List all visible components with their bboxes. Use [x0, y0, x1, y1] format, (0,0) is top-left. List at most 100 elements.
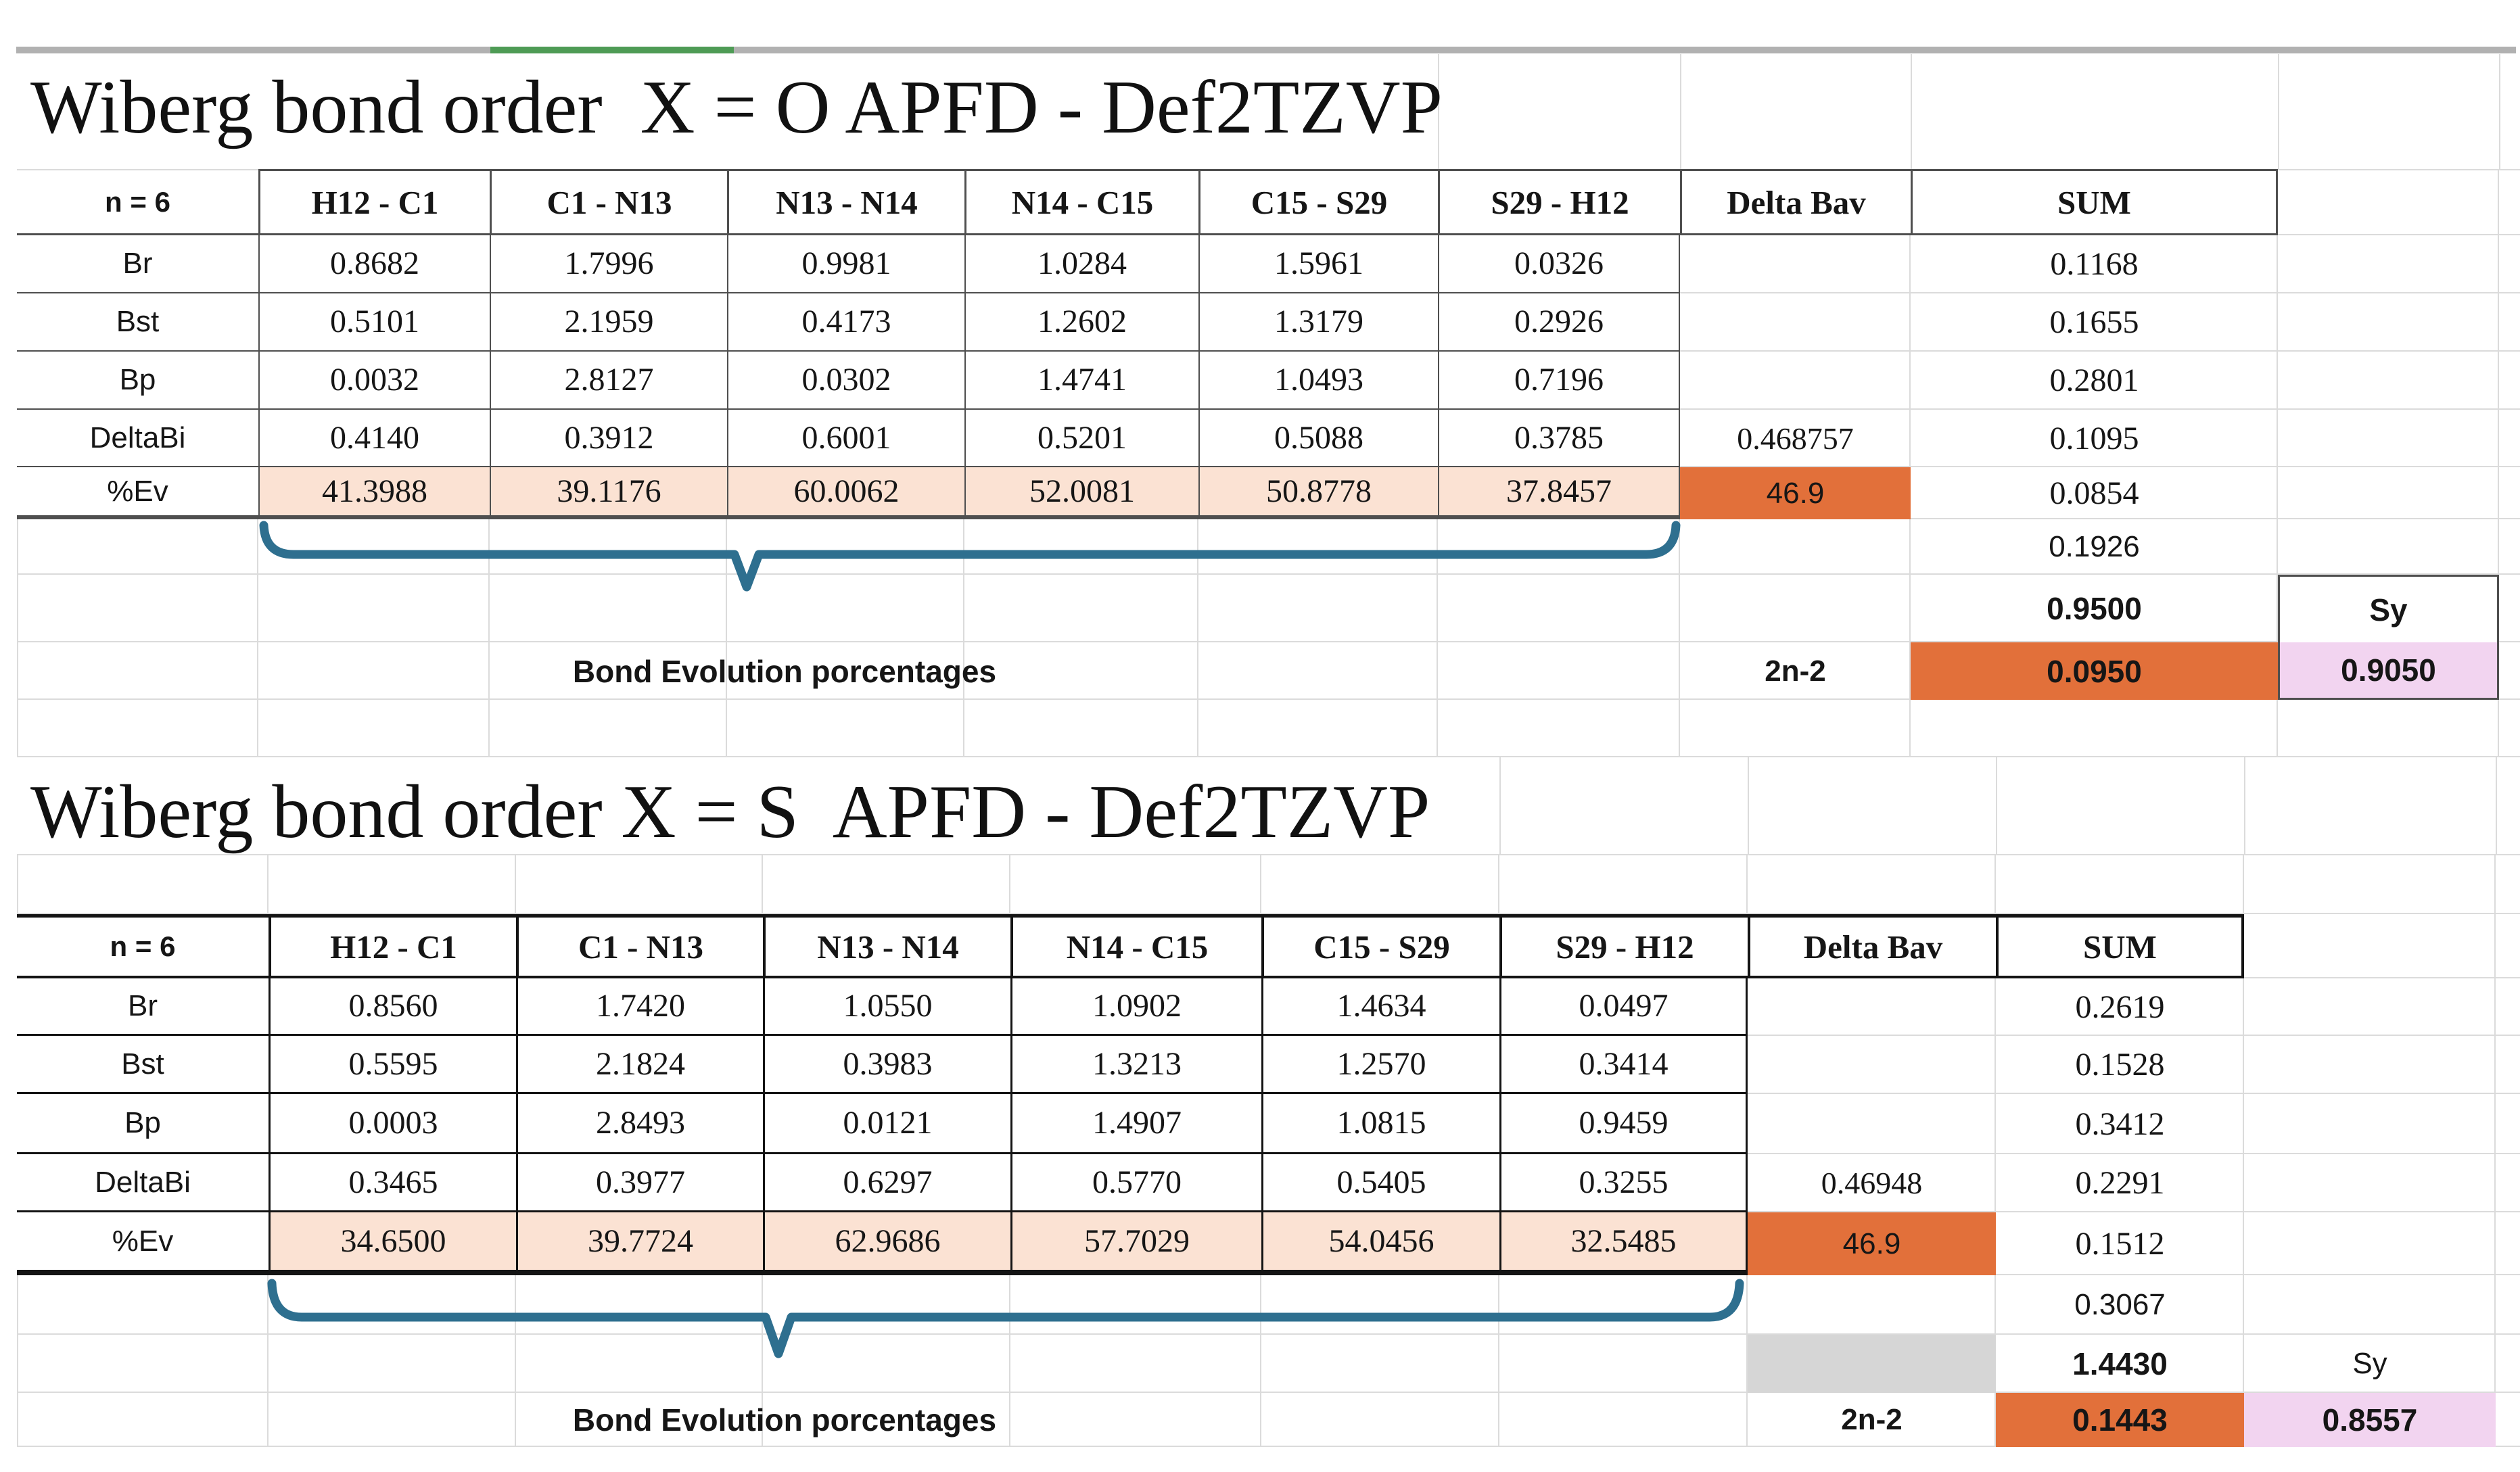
sum-value-Bst[interactable]: 0.1528	[2075, 1047, 2165, 1083]
value-cell-%Ev-5[interactable]: 54.0456	[1261, 1212, 1499, 1275]
value-cell-%Ev-3[interactable]: 62.9686	[763, 1212, 1010, 1275]
delta-bav-highlight[interactable]: 46.9	[1680, 467, 1911, 519]
header-cell-6[interactable]: S29 - H12	[1438, 169, 1680, 235]
sum-value-%Ev[interactable]: 0.1512	[2075, 1225, 2165, 1262]
formula-label[interactable]: 2n-2	[1841, 1403, 1903, 1436]
value-cell-DeltaBi-4[interactable]: 0.5770	[1010, 1154, 1261, 1212]
value-cell-Bst-6[interactable]: 0.2926	[1438, 293, 1680, 352]
value-cell-Br-6[interactable]: 0.0326	[1438, 235, 1680, 293]
value-cell-Bst-4[interactable]: 1.3213	[1010, 1036, 1261, 1094]
sum-value-Br[interactable]: 0.2619	[2075, 989, 2165, 1025]
value-cell-Bp-1[interactable]: 0.0003	[269, 1094, 516, 1154]
value-cell-%Ev-6[interactable]: 32.5485	[1499, 1212, 1748, 1275]
row-label-%Ev[interactable]: %Ev	[17, 467, 258, 519]
header-cell-3[interactable]: N13 - N14	[763, 914, 1010, 978]
header-cell-1[interactable]: H12 - C1	[269, 914, 516, 978]
sum-value-%Ev[interactable]: 0.0854	[2049, 475, 2139, 511]
delta-bav-value[interactable]: 0.468757	[1737, 421, 1854, 456]
sum-value-Bp[interactable]: 0.2801	[2049, 362, 2139, 398]
header-cell-n6[interactable]: n = 6	[17, 914, 269, 978]
value-cell-Bst-2[interactable]: 2.1959	[490, 293, 727, 352]
row-label-DeltaBi[interactable]: DeltaBi	[17, 1154, 269, 1212]
result-highlight[interactable]: 0.0950	[1911, 642, 2278, 700]
value-cell-DeltaBi-1[interactable]: 0.4140	[258, 410, 490, 467]
header-cell-7[interactable]: Delta Bav	[1748, 914, 1996, 978]
value-cell-Bp-4[interactable]: 1.4907	[1010, 1094, 1261, 1154]
value-cell-DeltaBi-3[interactable]: 0.6297	[763, 1154, 1010, 1212]
value-cell-%Ev-3[interactable]: 60.0062	[727, 467, 964, 519]
value-cell-Bp-6[interactable]: 0.7196	[1438, 352, 1680, 410]
value-cell-DeltaBi-6[interactable]: 0.3255	[1499, 1154, 1748, 1212]
value-cell-Bp-1[interactable]: 0.0032	[258, 352, 490, 410]
header-cell-4[interactable]: N14 - C15	[964, 169, 1198, 235]
value-cell-Bp-5[interactable]: 1.0815	[1261, 1094, 1499, 1154]
value-cell-%Ev-4[interactable]: 52.0081	[964, 467, 1198, 519]
header-cell-2[interactable]: C1 - N13	[490, 169, 727, 235]
sum-value-Bst[interactable]: 0.1655	[2049, 304, 2139, 340]
row-label-Bp[interactable]: Bp	[17, 1094, 269, 1154]
sy-label[interactable]: Sy	[2278, 575, 2499, 642]
row-label-Bst[interactable]: Bst	[17, 1036, 269, 1094]
value-cell-DeltaBi-5[interactable]: 0.5405	[1261, 1154, 1499, 1212]
table-o-title[interactable]: Wiberg bond order X = O APFD - Def2TZVP	[30, 66, 1443, 149]
delta-bav-value[interactable]: 0.46948	[1821, 1166, 1923, 1200]
sum-value-DeltaBi[interactable]: 0.1095	[2049, 420, 2139, 456]
header-cell-8[interactable]: SUM	[1911, 169, 2278, 235]
row-label-Bp[interactable]: Bp	[17, 352, 258, 410]
value-cell-DeltaBi-2[interactable]: 0.3912	[490, 410, 727, 467]
value-cell-Bp-5[interactable]: 1.0493	[1198, 352, 1438, 410]
value-cell-%Ev-2[interactable]: 39.1176	[490, 467, 727, 519]
header-cell-6[interactable]: S29 - H12	[1499, 914, 1748, 978]
sum-value-Bp[interactable]: 0.3412	[2075, 1106, 2165, 1142]
sum-extra-value[interactable]: 0.1926	[2049, 530, 2140, 563]
value-cell-Br-4[interactable]: 1.0902	[1010, 978, 1261, 1036]
delta-bav-highlight[interactable]: 46.9	[1748, 1212, 1996, 1275]
sy-value-highlight[interactable]: 0.8557	[2244, 1393, 2496, 1447]
value-cell-Br-1[interactable]: 0.8560	[269, 978, 516, 1036]
value-cell-Bst-4[interactable]: 1.2602	[964, 293, 1198, 352]
sum-value-DeltaBi[interactable]: 0.2291	[2075, 1165, 2165, 1201]
value-cell-Br-2[interactable]: 1.7996	[490, 235, 727, 293]
value-cell-DeltaBi-4[interactable]: 0.5201	[964, 410, 1198, 467]
value-cell-Bst-6[interactable]: 0.3414	[1499, 1036, 1748, 1094]
sum-total-value[interactable]: 0.9500	[2047, 591, 2142, 626]
value-cell-%Ev-6[interactable]: 37.8457	[1438, 467, 1680, 519]
value-cell-Bp-3[interactable]: 0.0121	[763, 1094, 1010, 1154]
header-cell-8[interactable]: SUM	[1996, 914, 2244, 978]
header-cell-5[interactable]: C15 - S29	[1261, 914, 1499, 978]
formula-label[interactable]: 2n-2	[1765, 654, 1826, 688]
row-label-DeltaBi[interactable]: DeltaBi	[17, 410, 258, 467]
value-cell-Bp-6[interactable]: 0.9459	[1499, 1094, 1748, 1154]
value-cell-DeltaBi-6[interactable]: 0.3785	[1438, 410, 1680, 467]
value-cell-%Ev-4[interactable]: 57.7029	[1010, 1212, 1261, 1275]
sum-extra-value[interactable]: 0.3067	[2074, 1288, 2166, 1321]
value-cell-Br-3[interactable]: 1.0550	[763, 978, 1010, 1036]
value-cell-Br-4[interactable]: 1.0284	[964, 235, 1198, 293]
value-cell-%Ev-1[interactable]: 34.6500	[269, 1212, 516, 1275]
value-cell-%Ev-1[interactable]: 41.3988	[258, 467, 490, 519]
header-cell-4[interactable]: N14 - C15	[1010, 914, 1261, 978]
sy-value-highlight[interactable]: 0.9050	[2278, 642, 2499, 700]
value-cell-Bst-3[interactable]: 0.4173	[727, 293, 964, 352]
value-cell-Bp-4[interactable]: 1.4741	[964, 352, 1198, 410]
value-cell-Br-3[interactable]: 0.9981	[727, 235, 964, 293]
header-cell-2[interactable]: C1 - N13	[516, 914, 763, 978]
row-label-%Ev[interactable]: %Ev	[17, 1212, 269, 1275]
value-cell-Bp-3[interactable]: 0.0302	[727, 352, 964, 410]
value-cell-%Ev-2[interactable]: 39.7724	[516, 1212, 763, 1275]
value-cell-DeltaBi-5[interactable]: 0.5088	[1198, 410, 1438, 467]
value-cell-Bp-2[interactable]: 2.8127	[490, 352, 727, 410]
value-cell-Br-5[interactable]: 1.5961	[1198, 235, 1438, 293]
table-s-title[interactable]: Wiberg bond order X = S APFD - Def2TZVP	[30, 770, 1430, 854]
row-label-Br[interactable]: Br	[17, 235, 258, 293]
sum-total-value[interactable]: 1.4430	[2072, 1346, 2168, 1381]
value-cell-Bst-2[interactable]: 2.1824	[516, 1036, 763, 1094]
header-cell-n6[interactable]: n = 6	[17, 169, 258, 235]
value-cell-Br-5[interactable]: 1.4634	[1261, 978, 1499, 1036]
value-cell-Bst-5[interactable]: 1.2570	[1261, 1036, 1499, 1094]
result-highlight[interactable]: 0.1443	[1996, 1393, 2244, 1447]
value-cell-Br-1[interactable]: 0.8682	[258, 235, 490, 293]
value-cell-Bst-1[interactable]: 0.5101	[258, 293, 490, 352]
header-cell-1[interactable]: H12 - C1	[258, 169, 490, 235]
value-cell-%Ev-5[interactable]: 50.8778	[1198, 467, 1438, 519]
